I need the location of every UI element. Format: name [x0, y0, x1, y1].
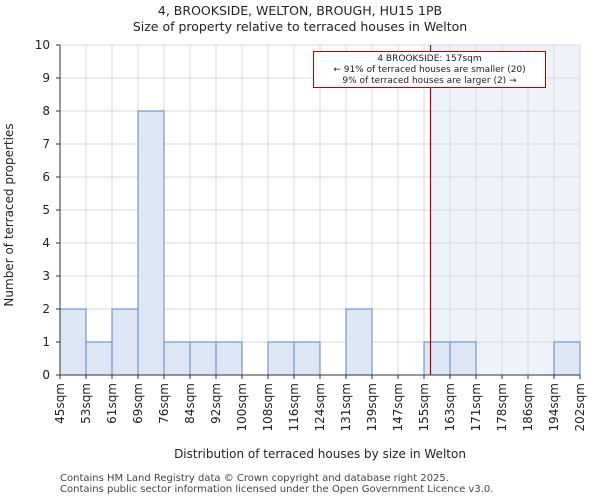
footer-licence: Contains public sector information licen… — [60, 484, 494, 495]
bar-92sqm — [215, 341, 243, 376]
chart-subtitle: Size of property relative to terraced ho… — [132, 19, 468, 34]
y-tick-label: 10 — [35, 38, 50, 52]
x-tick-label: 108sqm — [261, 383, 275, 431]
bar-69sqm — [137, 110, 165, 376]
annotation-line-2: ← 91% of terraced houses are smaller (20… — [333, 65, 526, 75]
x-tick-label: 69sqm — [131, 383, 145, 424]
bar-108sqm — [267, 341, 295, 376]
x-tick-label: 202sqm — [573, 383, 587, 431]
y-tick-label: 7 — [42, 137, 50, 151]
x-tick-label: 131sqm — [339, 383, 353, 431]
x-tick-label: 186sqm — [521, 383, 535, 431]
bar-61sqm — [111, 308, 139, 376]
x-tick-label: 147sqm — [391, 383, 405, 431]
x-tick-label: 92sqm — [209, 383, 223, 424]
y-tick-label: 5 — [42, 203, 50, 217]
y-axis-label: Number of terraced properties — [2, 123, 16, 306]
y-tick-label: 2 — [42, 302, 50, 316]
x-tick-label: 45sqm — [53, 383, 67, 424]
y-tick-label: 3 — [42, 269, 50, 283]
x-tick-label: 178sqm — [495, 383, 509, 431]
y-tick-label: 8 — [42, 104, 50, 118]
x-tick-label: 155sqm — [417, 383, 431, 431]
bar-53sqm — [85, 341, 113, 376]
y-tick-label: 6 — [42, 170, 50, 184]
annotation-line-1: 4 BROOKSIDE: 157sqm — [377, 54, 482, 64]
y-tick-label: 9 — [42, 71, 50, 85]
x-tick-label: 139sqm — [365, 383, 379, 431]
y-tick-label: 0 — [42, 368, 50, 382]
x-tick-label: 61sqm — [105, 383, 119, 424]
bar-155sqm — [423, 341, 451, 376]
bar-76sqm — [163, 341, 191, 376]
annotation-line-3: 9% of terraced houses are larger (2) → — [342, 76, 517, 86]
bar-194sqm — [553, 341, 581, 376]
bar-84sqm — [189, 341, 217, 376]
bar-131sqm — [345, 308, 373, 376]
bar-116sqm — [293, 341, 321, 376]
bar-163sqm — [449, 341, 477, 376]
x-tick-label: 84sqm — [183, 383, 197, 424]
y-tick-label: 4 — [42, 236, 50, 250]
x-tick-label: 116sqm — [287, 383, 301, 431]
bar-45sqm — [59, 308, 87, 376]
x-tick-label: 163sqm — [443, 383, 457, 431]
x-tick-label: 100sqm — [235, 383, 249, 431]
y-tick-label: 1 — [42, 335, 50, 349]
x-tick-label: 194sqm — [547, 383, 561, 431]
x-tick-label: 171sqm — [469, 383, 483, 431]
x-tick-label: 53sqm — [79, 383, 93, 424]
x-tick-label: 76sqm — [157, 383, 171, 424]
footer-copyright: Contains HM Land Registry data © Crown c… — [60, 473, 449, 484]
x-tick-label: 124sqm — [313, 383, 327, 431]
x-axis-label: Distribution of terraced houses by size … — [174, 447, 466, 461]
chart-title: 4, BROOKSIDE, WELTON, BROUGH, HU15 1PB — [157, 3, 443, 18]
annotation-box: 4 BROOKSIDE: 157sqm ← 91% of terraced ho… — [313, 51, 546, 88]
